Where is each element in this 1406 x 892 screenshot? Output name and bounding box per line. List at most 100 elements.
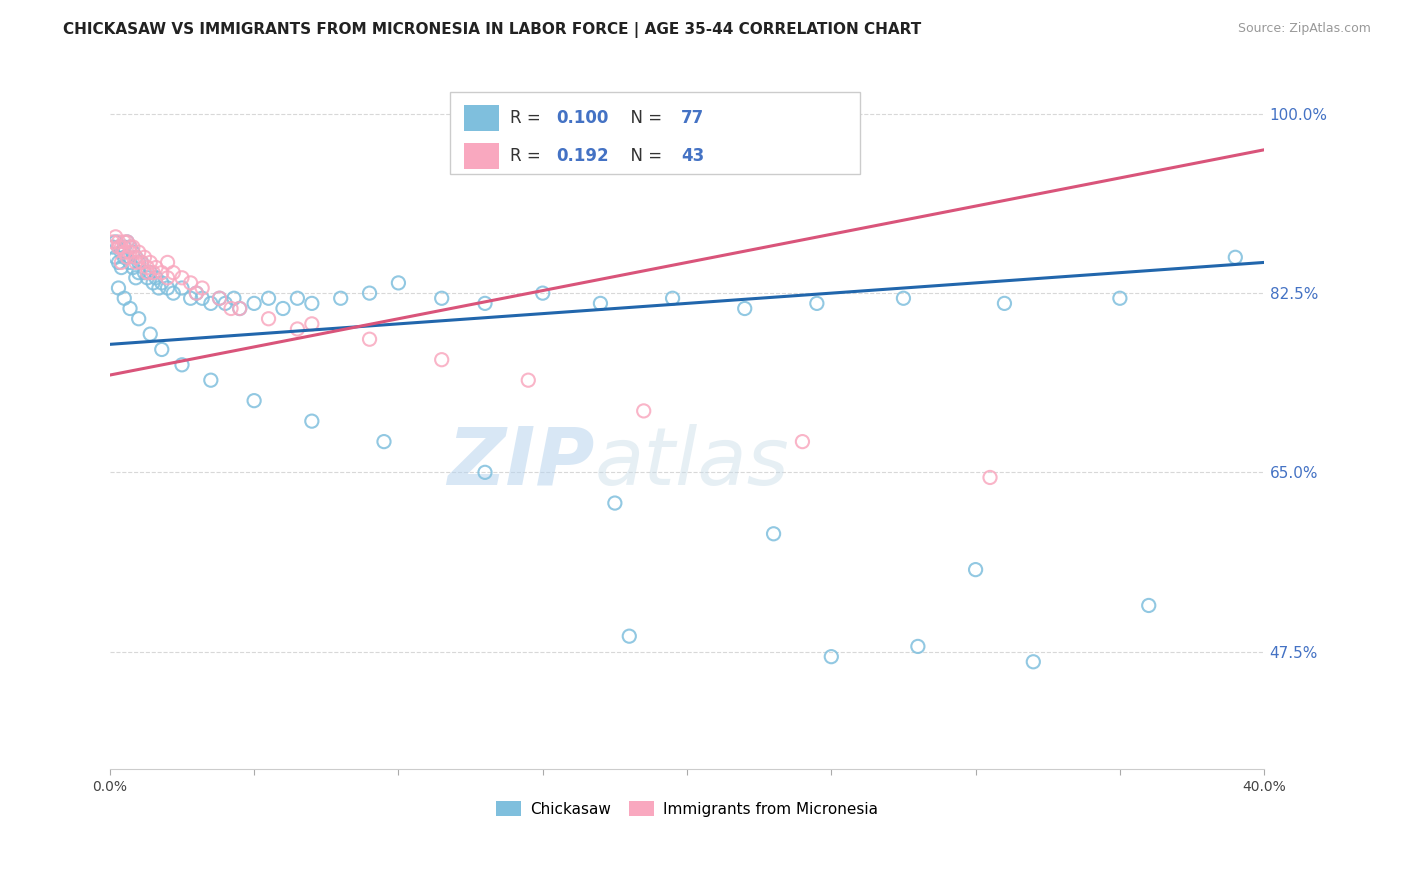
Text: CHICKASAW VS IMMIGRANTS FROM MICRONESIA IN LABOR FORCE | AGE 35-44 CORRELATION C: CHICKASAW VS IMMIGRANTS FROM MICRONESIA … (63, 22, 921, 38)
Point (131, 255, 153, 269)
Text: 77: 77 (682, 109, 704, 127)
Point (219, 301, 242, 316)
Point (271, 301, 294, 316)
Point (122, 240, 145, 254)
Point (1225, 250, 1247, 264)
Point (142, 266, 165, 280)
Text: atlas: atlas (595, 424, 789, 502)
Point (107, 255, 129, 269)
Point (110, 260, 132, 275)
Point (517, 373, 540, 387)
Point (128, 245, 150, 260)
Point (170, 270, 193, 285)
Point (148, 281, 170, 295)
Point (208, 291, 231, 305)
Point (820, 649, 842, 664)
Point (107, 281, 129, 295)
Point (619, 629, 641, 643)
Point (145, 270, 167, 285)
Text: N =: N = (620, 147, 668, 165)
Point (243, 393, 266, 408)
Point (128, 311, 150, 326)
Point (101, 240, 124, 254)
Point (162, 266, 184, 280)
Point (430, 291, 453, 305)
Point (122, 260, 145, 275)
Text: ZIP: ZIP (447, 424, 595, 502)
Point (1109, 291, 1132, 305)
Point (118, 240, 141, 254)
Point (136, 266, 159, 280)
Point (301, 414, 323, 428)
Point (112, 245, 135, 260)
Point (661, 291, 683, 305)
Point (115, 250, 138, 264)
Point (128, 255, 150, 269)
Point (531, 286, 554, 301)
Point (112, 250, 135, 264)
Point (115, 235, 138, 249)
Text: 43: 43 (682, 147, 704, 165)
Point (156, 281, 179, 295)
Point (136, 260, 159, 275)
Point (208, 291, 231, 305)
Point (107, 240, 129, 254)
Point (104, 250, 127, 264)
Point (156, 255, 179, 269)
Text: 0.100: 0.100 (557, 109, 609, 127)
Point (136, 270, 159, 285)
FancyBboxPatch shape (464, 105, 499, 131)
Point (118, 301, 141, 316)
Point (118, 240, 141, 254)
Point (186, 286, 208, 301)
Point (131, 255, 153, 269)
Point (806, 296, 828, 310)
Point (228, 301, 250, 316)
Point (214, 296, 236, 310)
Point (115, 250, 138, 264)
Point (734, 301, 756, 316)
Point (125, 255, 148, 269)
Point (150, 343, 173, 357)
Point (257, 291, 280, 305)
Point (191, 281, 214, 295)
Point (101, 235, 124, 249)
Text: N =: N = (620, 109, 668, 127)
Point (134, 266, 156, 280)
Point (145, 260, 167, 275)
Point (222, 291, 245, 305)
Point (128, 266, 150, 280)
Point (110, 255, 132, 269)
Point (115, 235, 138, 249)
Point (110, 240, 132, 254)
Point (603, 496, 626, 510)
Point (1137, 599, 1160, 613)
Point (180, 276, 202, 290)
Point (150, 276, 173, 290)
Point (373, 434, 395, 449)
Point (110, 245, 132, 260)
Text: 0.192: 0.192 (557, 147, 609, 165)
Text: Source: ZipAtlas.com: Source: ZipAtlas.com (1237, 22, 1371, 36)
Point (156, 270, 179, 285)
Point (104, 229, 127, 244)
Point (170, 358, 193, 372)
Point (329, 291, 352, 305)
Point (893, 291, 915, 305)
Point (979, 470, 1001, 484)
Point (387, 276, 409, 290)
Point (200, 296, 222, 310)
Point (965, 563, 987, 577)
Point (191, 291, 214, 305)
Point (139, 327, 162, 342)
Point (107, 240, 129, 254)
FancyBboxPatch shape (464, 143, 499, 169)
Point (474, 296, 496, 310)
Point (170, 281, 193, 295)
Point (359, 332, 381, 346)
Point (134, 250, 156, 264)
Point (107, 235, 129, 249)
Point (112, 235, 135, 249)
Point (1022, 655, 1045, 669)
Point (125, 250, 148, 264)
